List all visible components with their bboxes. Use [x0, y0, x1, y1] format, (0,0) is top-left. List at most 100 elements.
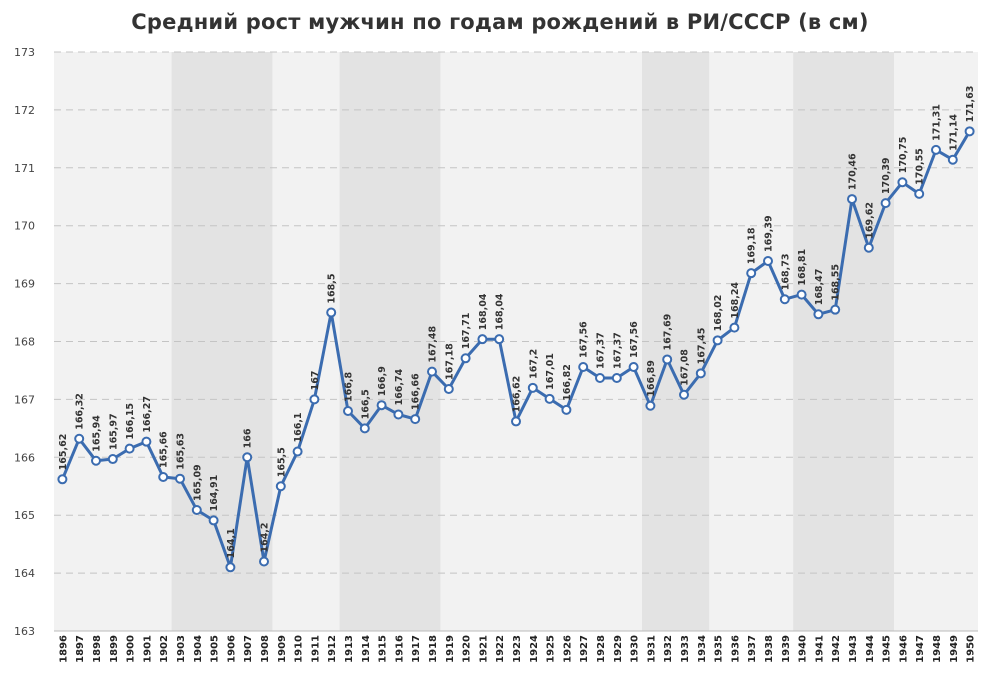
data-label: 166,62	[512, 376, 523, 413]
data-label: 171,14	[948, 114, 959, 151]
data-point	[343, 405, 353, 416]
data-label: 171,31	[932, 104, 943, 141]
data-label: 167,69	[663, 314, 674, 351]
data-label: 169,62	[864, 202, 875, 239]
x-tick-label: 1935	[714, 635, 725, 663]
x-tick-label: 1939	[781, 635, 792, 663]
x-tick-label: 1924	[529, 635, 540, 663]
x-tick-label: 1937	[747, 635, 758, 663]
x-axis-ticks: 1896 1897 1898 1899 1900 1901 1902 1903 1904 1905…	[58, 635, 976, 663]
x-tick-label: 1911	[310, 635, 321, 663]
data-point	[527, 382, 538, 393]
data-point	[376, 400, 387, 411]
data-point	[57, 474, 68, 485]
data-point	[796, 289, 807, 300]
y-tick-label: 172	[14, 104, 35, 117]
data-label: 166,8	[344, 372, 355, 402]
y-tick-label: 173	[14, 46, 35, 59]
data-point	[964, 126, 975, 137]
y-tick-label: 164	[14, 567, 35, 580]
data-label: 167,37	[596, 332, 607, 369]
x-tick-label: 1899	[109, 635, 120, 663]
data-label: 167,2	[528, 349, 539, 379]
data-point	[275, 481, 286, 492]
data-point	[897, 177, 908, 188]
data-point	[763, 256, 773, 267]
x-tick-label: 1930	[630, 635, 641, 663]
data-label: 167,56	[629, 321, 640, 358]
data-label: 167,18	[444, 343, 455, 380]
data-point	[679, 389, 689, 400]
x-tick-label: 1943	[848, 635, 859, 663]
x-tick-label: 1915	[378, 635, 389, 663]
x-tick-label: 1931	[646, 635, 657, 663]
x-tick-label: 1913	[344, 635, 355, 663]
data-point	[914, 188, 925, 199]
data-label: 165,66	[159, 431, 170, 468]
data-label: 168,04	[478, 293, 489, 330]
data-label: 166,5	[360, 389, 371, 419]
data-point	[460, 353, 471, 364]
data-point	[494, 334, 505, 345]
data-point	[695, 368, 706, 379]
x-tick-label: 1945	[882, 635, 893, 663]
data-label: 166,15	[125, 403, 136, 440]
y-tick-label: 171	[14, 162, 35, 175]
data-point	[628, 361, 639, 372]
data-label: 167,71	[461, 313, 472, 350]
data-label: 165,62	[58, 434, 69, 471]
x-tick-label: 1929	[613, 635, 624, 663]
data-point	[208, 515, 219, 526]
x-tick-label: 1917	[411, 635, 422, 663]
data-label: 166,82	[562, 364, 573, 401]
data-point	[225, 562, 236, 573]
x-tick-label: 1909	[277, 635, 288, 663]
x-tick-label: 1908	[260, 635, 271, 663]
data-label: 166,27	[142, 396, 153, 433]
x-tick-label: 1923	[512, 635, 523, 663]
data-label: 167,37	[612, 332, 623, 369]
x-tick-label: 1946	[898, 635, 909, 663]
y-tick-label: 170	[14, 220, 35, 233]
data-label: 166,66	[411, 373, 422, 410]
x-tick-label: 1950	[966, 635, 977, 663]
data-point	[561, 404, 572, 415]
x-tick-label: 1934	[697, 635, 708, 663]
y-tick-label: 167	[14, 393, 35, 406]
data-label: 170,46	[848, 153, 859, 190]
y-tick-label: 168	[14, 336, 35, 349]
x-tick-label: 1920	[462, 635, 473, 663]
x-tick-label: 1948	[932, 635, 943, 663]
data-label: 168,5	[327, 273, 338, 303]
data-label: 167	[310, 371, 321, 391]
data-point	[242, 452, 253, 463]
shaded-band	[642, 52, 710, 631]
x-tick-label: 1942	[831, 635, 842, 663]
x-tick-label: 1936	[730, 635, 741, 663]
shaded-band	[793, 52, 894, 631]
data-point	[107, 454, 118, 465]
data-label: 164,1	[226, 528, 237, 558]
data-point	[326, 307, 337, 318]
data-point	[393, 409, 404, 420]
data-point	[712, 335, 723, 346]
data-point	[746, 268, 757, 279]
x-tick-label: 1921	[478, 635, 489, 663]
data-point	[477, 334, 488, 345]
data-label: 170,75	[898, 137, 909, 174]
x-tick-label: 1903	[176, 635, 187, 663]
data-point	[662, 354, 673, 365]
x-tick-label: 1918	[428, 635, 439, 663]
data-point	[611, 372, 622, 383]
y-tick-label: 169	[14, 278, 35, 291]
x-tick-label: 1922	[495, 635, 506, 663]
data-point	[410, 414, 421, 425]
data-point	[141, 436, 152, 447]
data-point	[124, 443, 135, 454]
data-label: 167,01	[545, 353, 556, 390]
data-point	[830, 304, 841, 315]
data-label: 167,48	[428, 326, 439, 363]
data-point	[191, 504, 202, 515]
data-label: 165,5	[276, 447, 287, 477]
x-tick-label: 1926	[562, 635, 573, 663]
